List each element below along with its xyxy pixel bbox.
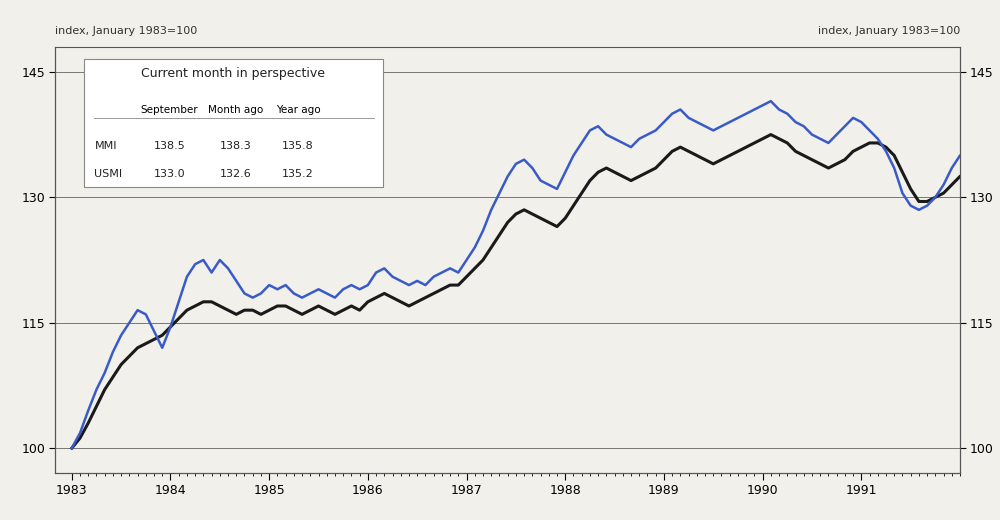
Text: 132.6: 132.6	[220, 168, 252, 178]
Text: MMI: MMI	[94, 141, 117, 151]
Text: 133.0: 133.0	[154, 168, 185, 178]
Text: September: September	[141, 106, 198, 115]
Text: Year ago: Year ago	[276, 106, 320, 115]
Text: index, January 1983=100: index, January 1983=100	[818, 26, 960, 36]
Text: 138.3: 138.3	[220, 141, 252, 151]
Text: Month ago: Month ago	[208, 106, 263, 115]
Text: 135.2: 135.2	[282, 168, 314, 178]
Text: USMI: USMI	[94, 168, 123, 178]
Text: index, January 1983=100: index, January 1983=100	[55, 26, 197, 36]
Text: 138.5: 138.5	[154, 141, 185, 151]
Text: Current month in perspective: Current month in perspective	[141, 67, 325, 80]
Bar	[84, 59, 383, 187]
Text: 135.8: 135.8	[282, 141, 314, 151]
